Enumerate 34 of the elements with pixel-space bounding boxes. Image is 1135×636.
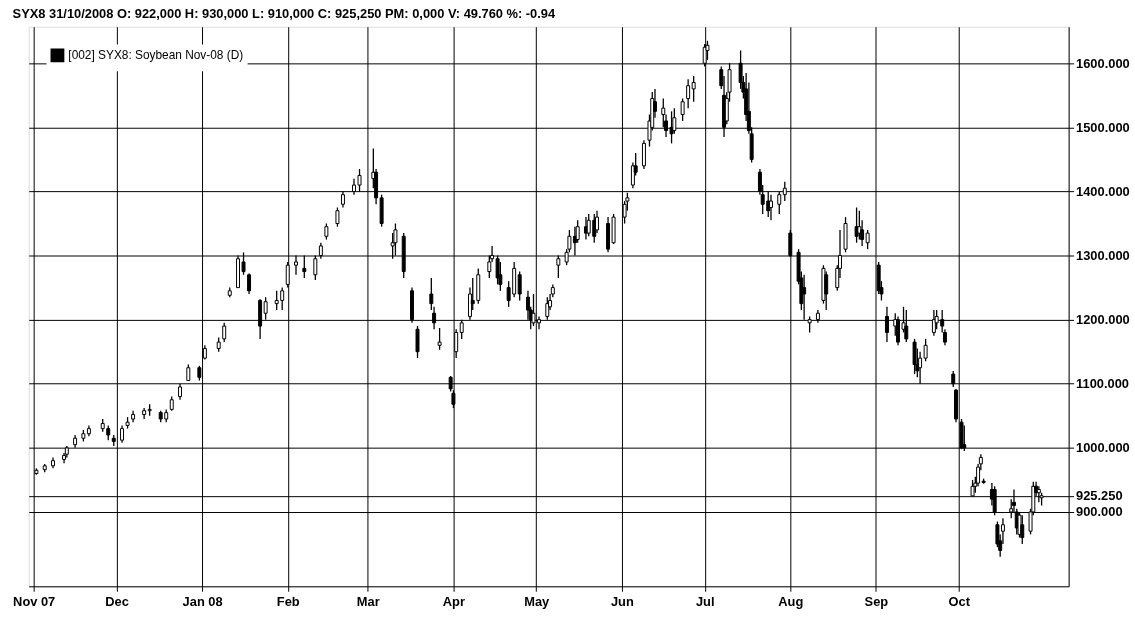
chart-title: SYX8 31/10/2008 O: 922,000 H: 930,000 L: 910,000 C: 925,250 PM: 0,000 V: 49.760 %: -0.94 (12, 5, 556, 21)
y-tick-label: 1000.000 (1076, 440, 1130, 456)
y-tick-label: 1200.000 (1076, 312, 1130, 328)
x-tick-label: Sep (864, 593, 889, 609)
y-tick-label: 1400.000 (1076, 183, 1130, 199)
x-tick-label: May (524, 593, 551, 609)
x-tick-label: Jul (695, 593, 715, 609)
candlestick (680, 97, 685, 122)
y-tick-label: 925.250 (1076, 488, 1123, 504)
candlestick (686, 78, 691, 109)
y-tick-label: 1600.000 (1076, 55, 1130, 71)
x-tick-label: Aug (778, 593, 804, 609)
candlestick (691, 75, 696, 103)
y-tick-label: 1500.000 (1076, 119, 1130, 135)
x-tick-label: Nov 07 (13, 593, 56, 609)
candlestick (437, 327, 442, 351)
x-tick-label: Mar (356, 593, 380, 609)
candlestick (335, 206, 340, 228)
x-tick-label: Apr (442, 593, 465, 609)
y-tick-label: 1100.000 (1076, 376, 1130, 392)
candlestick (1020, 514, 1025, 545)
x-tick-label: Dec (105, 593, 129, 609)
y-tick-label: 1300.000 (1076, 248, 1130, 264)
x-tick-label: Jun (610, 593, 634, 609)
x-tick-label: Jan 08 (182, 593, 223, 609)
candlestick (824, 270, 829, 311)
candlestick (641, 139, 646, 170)
candlestick (222, 322, 227, 343)
legend-label: [002] SYX8: Soybean Nov-08 (D) (68, 48, 244, 63)
candlestick (517, 270, 522, 302)
x-tick-label: Oct (948, 593, 971, 609)
y-tick-label: 900.000 (1076, 504, 1123, 520)
x-tick-label: Feb (276, 593, 300, 609)
candlestick (415, 325, 420, 359)
